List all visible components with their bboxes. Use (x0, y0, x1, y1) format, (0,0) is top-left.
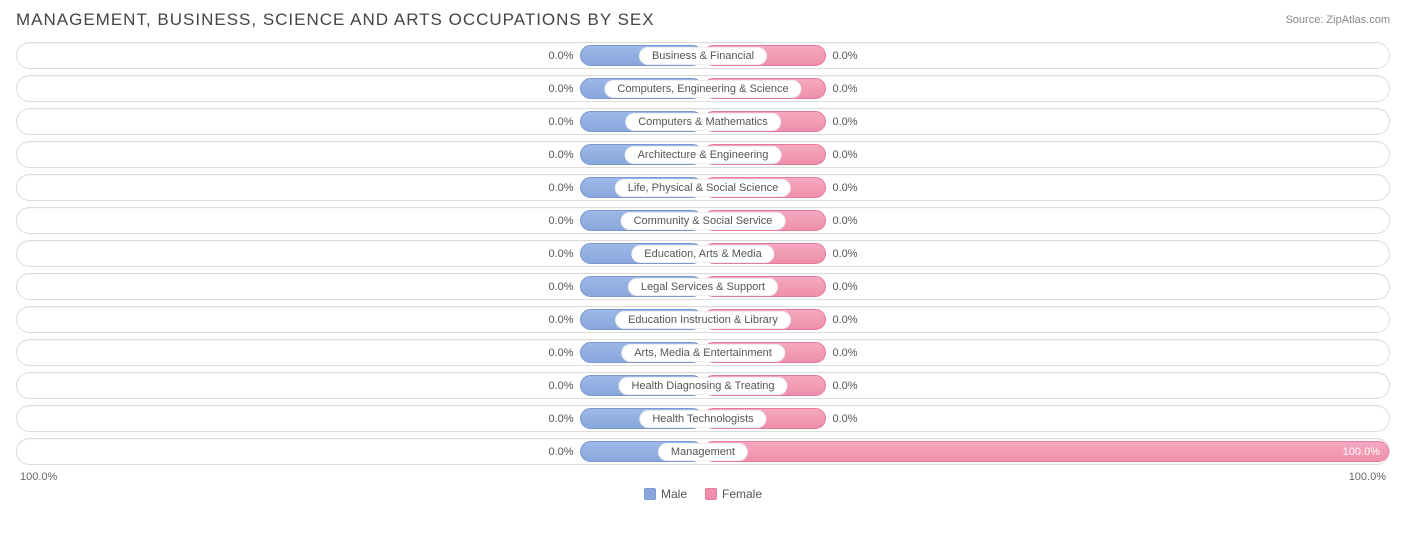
female-pct-label: 0.0% (826, 380, 863, 392)
male-pct-label: 0.0% (542, 446, 579, 458)
male-swatch-icon (644, 488, 656, 500)
male-pct-label: 0.0% (542, 182, 579, 194)
legend-female: Female (705, 487, 762, 501)
female-pct-label: 0.0% (826, 116, 863, 128)
bar-row: 0.0% 0.0% Arts, Media & Entertainment (16, 339, 1390, 366)
category-label: Business & Financial (639, 47, 767, 65)
legend-male: Male (644, 487, 687, 501)
male-half: 0.0% (17, 208, 703, 233)
bar-row: 0.0% 0.0% Education Instruction & Library (16, 306, 1390, 333)
female-swatch-icon (705, 488, 717, 500)
category-label: Life, Physical & Social Science (615, 179, 791, 197)
female-half: 0.0% (703, 406, 1389, 431)
source-label: Source: ZipAtlas.com (1285, 14, 1390, 26)
female-half: 0.0% (703, 142, 1389, 167)
legend: Male Female (16, 487, 1390, 501)
category-label: Computers, Engineering & Science (604, 80, 801, 98)
category-label: Legal Services & Support (628, 278, 778, 296)
female-half: 0.0% (703, 307, 1389, 332)
bar-row: 0.0% 100.0% Management (16, 438, 1390, 465)
female-half: 0.0% (703, 109, 1389, 134)
male-half: 0.0% (17, 274, 703, 299)
female-half: 0.0% (703, 340, 1389, 365)
female-half: 0.0% (703, 175, 1389, 200)
male-half: 0.0% (17, 43, 703, 68)
legend-female-label: Female (722, 487, 762, 501)
male-pct-label: 0.0% (542, 314, 579, 326)
axis-left: 100.0% (20, 471, 57, 483)
category-label: Computers & Mathematics (625, 113, 781, 131)
female-pct-label: 0.0% (826, 215, 863, 227)
male-half: 0.0% (17, 406, 703, 431)
bar-row: 0.0% 0.0% Computers, Engineering & Science (16, 75, 1390, 102)
category-label: Arts, Media & Entertainment (621, 344, 785, 362)
category-label: Community & Social Service (621, 212, 786, 230)
category-label: Health Technologists (639, 410, 766, 428)
male-pct-label: 0.0% (542, 347, 579, 359)
chart-rows: 0.0% 0.0% Business & Financial 0.0% 0.0% Comp… (16, 42, 1390, 465)
bar-row: 0.0% 0.0% Architecture & Engineering (16, 141, 1390, 168)
female-pct-label: 0.0% (826, 149, 863, 161)
male-half: 0.0% (17, 439, 703, 464)
axis-right: 100.0% (1349, 471, 1386, 483)
male-half: 0.0% (17, 142, 703, 167)
female-pct-label: 0.0% (826, 413, 863, 425)
bar-row: 0.0% 0.0% Computers & Mathematics (16, 108, 1390, 135)
category-label: Health Diagnosing & Treating (618, 377, 787, 395)
axis-row: 100.0% 100.0% (16, 471, 1390, 483)
bar-row: 0.0% 0.0% Education, Arts & Media (16, 240, 1390, 267)
category-label: Architecture & Engineering (625, 146, 782, 164)
bar-row: 0.0% 0.0% Life, Physical & Social Science (16, 174, 1390, 201)
male-half: 0.0% (17, 109, 703, 134)
male-pct-label: 0.0% (542, 248, 579, 260)
female-half: 0.0% (703, 274, 1389, 299)
legend-male-label: Male (661, 487, 687, 501)
male-pct-label: 0.0% (542, 281, 579, 293)
male-pct-label: 0.0% (542, 215, 579, 227)
category-label: Management (658, 443, 748, 461)
bar-row: 0.0% 0.0% Legal Services & Support (16, 273, 1390, 300)
male-half: 0.0% (17, 373, 703, 398)
male-pct-label: 0.0% (542, 149, 579, 161)
female-half: 100.0% (703, 439, 1389, 464)
female-pct-label: 0.0% (826, 248, 863, 260)
female-pct-label: 0.0% (826, 50, 863, 62)
male-half: 0.0% (17, 307, 703, 332)
bar-row: 0.0% 0.0% Business & Financial (16, 42, 1390, 69)
bar-row: 0.0% 0.0% Community & Social Service (16, 207, 1390, 234)
female-pct-label: 0.0% (826, 314, 863, 326)
male-pct-label: 0.0% (542, 116, 579, 128)
bar-row: 0.0% 0.0% Health Technologists (16, 405, 1390, 432)
category-label: Education Instruction & Library (615, 311, 791, 329)
header: MANAGEMENT, BUSINESS, SCIENCE AND ARTS O… (16, 10, 1390, 30)
female-half: 0.0% (703, 373, 1389, 398)
male-half: 0.0% (17, 340, 703, 365)
male-pct-label: 0.0% (542, 413, 579, 425)
chart-title: MANAGEMENT, BUSINESS, SCIENCE AND ARTS O… (16, 10, 655, 30)
female-bar: 100.0% (703, 441, 1389, 462)
female-pct-inner: 100.0% (1335, 446, 1388, 458)
female-pct-label: 0.0% (826, 83, 863, 95)
female-half: 0.0% (703, 208, 1389, 233)
bar-row: 0.0% 0.0% Health Diagnosing & Treating (16, 372, 1390, 399)
female-half: 0.0% (703, 76, 1389, 101)
female-half: 0.0% (703, 43, 1389, 68)
male-half: 0.0% (17, 175, 703, 200)
female-pct-label: 0.0% (826, 182, 863, 194)
category-label: Education, Arts & Media (631, 245, 774, 263)
male-pct-label: 0.0% (542, 83, 579, 95)
male-pct-label: 0.0% (542, 380, 579, 392)
female-half: 0.0% (703, 241, 1389, 266)
male-pct-label: 0.0% (542, 50, 579, 62)
female-pct-label: 0.0% (826, 347, 863, 359)
male-half: 0.0% (17, 76, 703, 101)
female-pct-label: 0.0% (826, 281, 863, 293)
male-half: 0.0% (17, 241, 703, 266)
